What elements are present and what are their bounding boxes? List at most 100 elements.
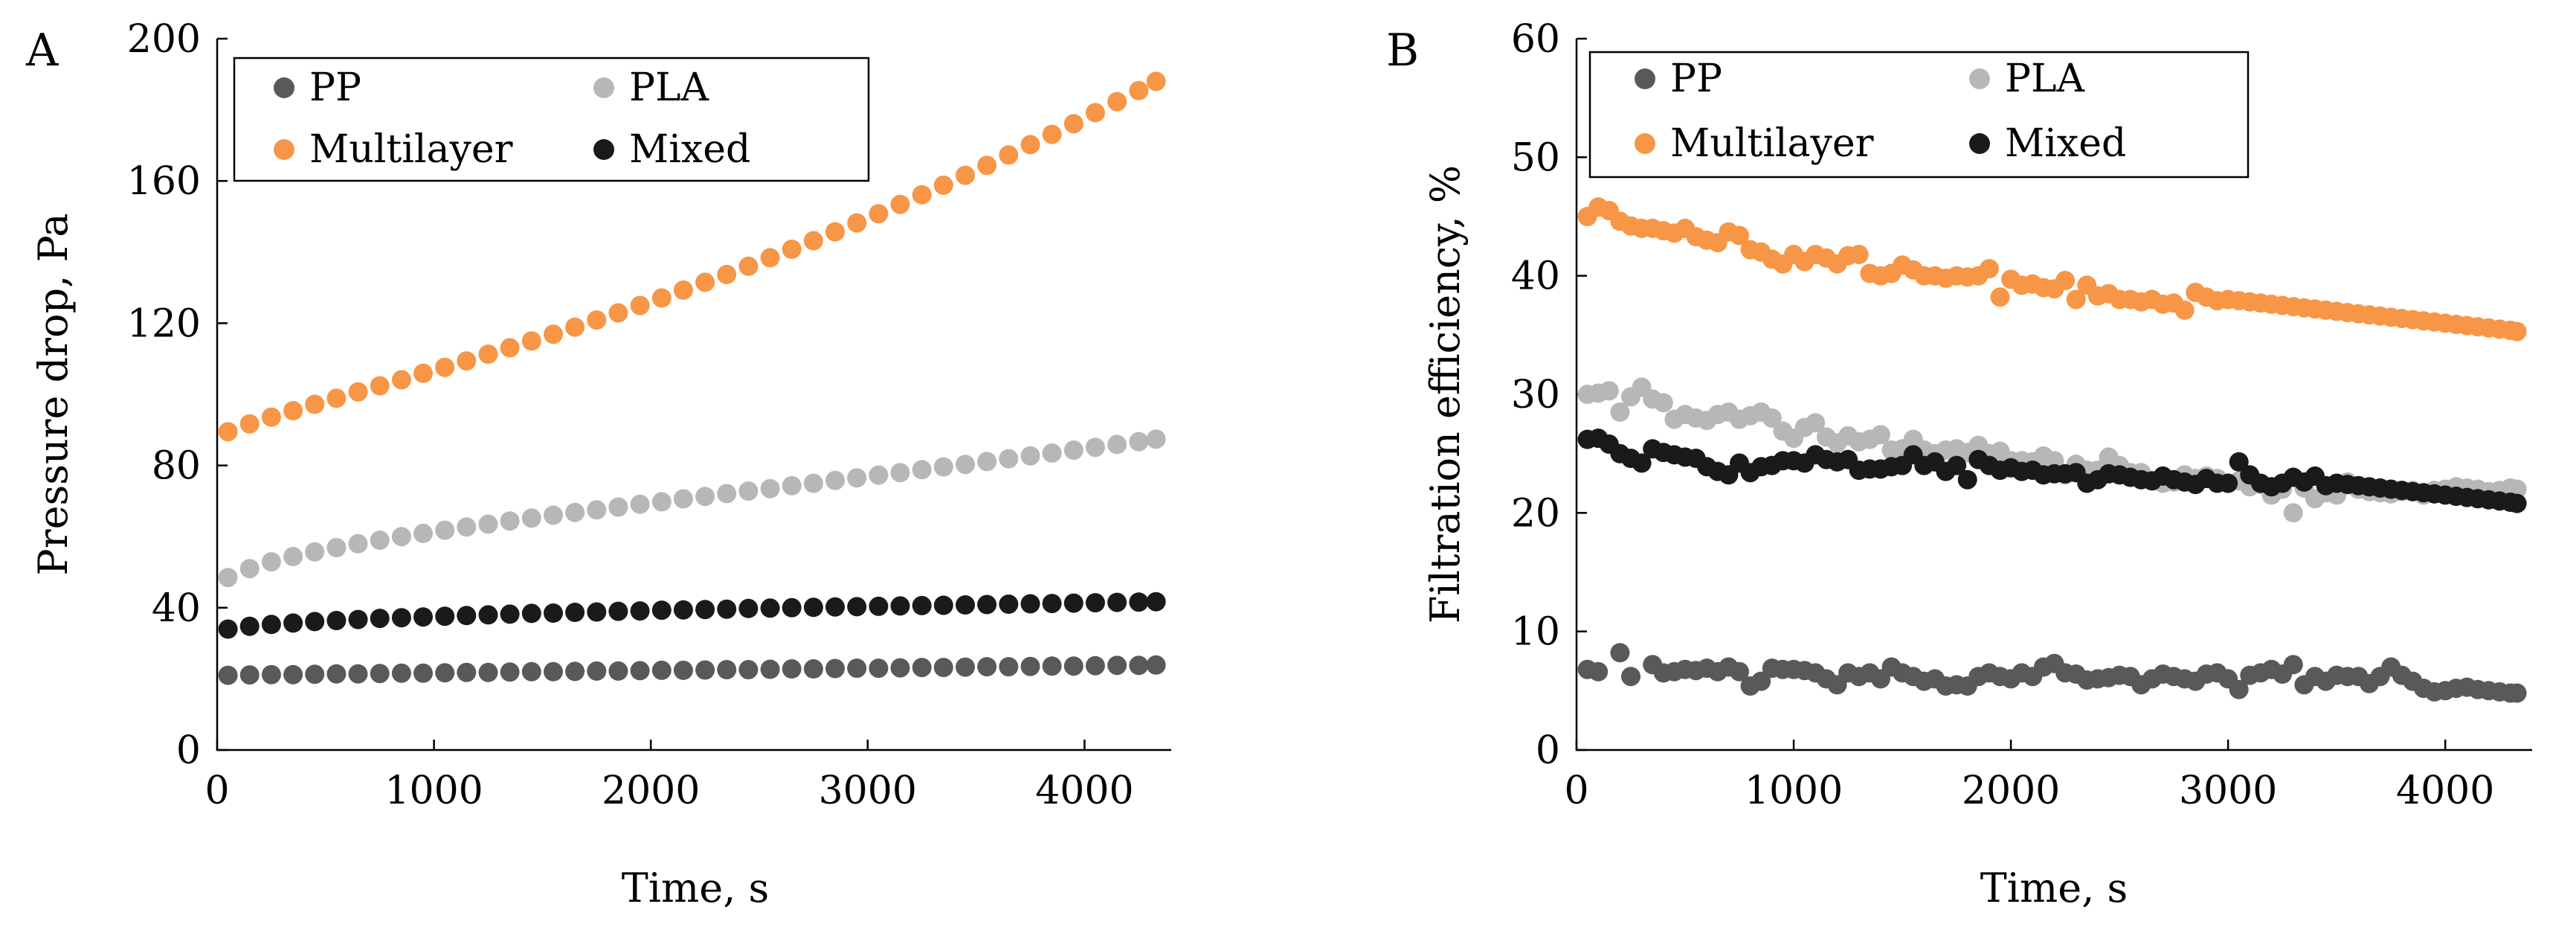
- x-axis-title-a: Time, s: [622, 865, 770, 911]
- y-tick-label-a-4: 160: [127, 159, 201, 204]
- point-a-pp-20: [651, 660, 672, 680]
- point-b-multilayer-14: [1730, 225, 1749, 246]
- point-a-multilayer-5: [326, 388, 347, 408]
- point-a-pp-11: [457, 662, 477, 682]
- legend-marker-b-multilayer: [1635, 133, 1655, 154]
- point-a-mixed-15: [544, 603, 563, 623]
- y-tick-label-a-3: 120: [127, 301, 201, 346]
- point-a-mixed-33: [933, 595, 953, 615]
- x-tick-label-b-4: 4000: [2396, 769, 2494, 813]
- y-tick-label-b-0: 0: [1536, 728, 1560, 773]
- point-a-multilayer-13: [500, 338, 520, 358]
- point-a-pla-29: [847, 468, 867, 488]
- point-a-pla-22: [695, 487, 715, 507]
- legend-label-b-pp: PP: [1670, 57, 1722, 101]
- point-a-mixed-32: [912, 595, 932, 615]
- point-a-pp-30: [869, 658, 889, 679]
- point-a-pla-8: [391, 527, 411, 547]
- legend-marker-b-pp: [1635, 68, 1655, 89]
- point-a-pla-30: [869, 465, 889, 485]
- point-a-pp-5: [326, 664, 347, 684]
- point-a-multilayer-1: [239, 414, 260, 434]
- point-a-multilayer-20: [651, 288, 672, 308]
- point-a-pp-35: [977, 657, 997, 677]
- x-tick-label-a-4: 4000: [1035, 769, 1133, 813]
- point-b-mixed-35: [1957, 469, 1977, 490]
- point-a-mixed-21: [673, 600, 693, 620]
- legend-marker-a-mixed: [593, 139, 614, 160]
- x-tick-labels-b: 0 1000 2000 3000 4000: [1564, 769, 2494, 813]
- point-b-mixed-5: [1632, 453, 1652, 473]
- point-a-pp-39: [1063, 656, 1083, 676]
- axes-b: [1575, 39, 2532, 751]
- legend-b: PP PLA Multilayer Mixed: [1588, 51, 2250, 179]
- point-a-pla-20: [651, 492, 672, 512]
- point-a-pp-42: [1129, 655, 1149, 676]
- x-tick-label-a-1: 1000: [384, 769, 483, 813]
- legend-label-b-mixed: Mixed: [2005, 121, 2126, 166]
- y-tick-label-b-4: 40: [1511, 254, 1560, 299]
- x-tick-label-a-3: 3000: [819, 769, 917, 813]
- point-a-multilayer-26: [782, 240, 802, 259]
- point-a-pp-10: [435, 663, 455, 683]
- point-a-mixed-28: [825, 597, 845, 617]
- point-b-mixed-60: [2229, 452, 2249, 472]
- x-tick-label-b-2: 2000: [1962, 769, 2060, 813]
- point-b-pp-3: [1621, 667, 1640, 687]
- y-tick-label-a-0: 0: [176, 728, 201, 773]
- point-a-pp-40: [1085, 655, 1105, 676]
- point-a-pp-37: [1020, 656, 1040, 676]
- point-a-pla-11: [457, 517, 477, 537]
- point-a-pla-32: [912, 460, 932, 480]
- point-a-multilayer-27: [803, 231, 823, 251]
- legend-label-a-multilayer: Multilayer: [309, 127, 513, 172]
- y-tick-label-b-1: 10: [1511, 610, 1560, 655]
- point-a-multilayer-24: [738, 256, 759, 276]
- x-tick-labels-a: 0 1000 2000 3000 4000: [205, 769, 1133, 813]
- point-a-pla-15: [544, 505, 563, 525]
- point-a-multilayer-0: [218, 422, 238, 442]
- point-a-multilayer-16: [565, 317, 585, 337]
- point-a-pp-41: [1107, 655, 1127, 676]
- point-a-pla-24: [738, 481, 759, 501]
- panel-label-b: B: [1386, 25, 1419, 77]
- point-a-pp-25: [760, 659, 780, 679]
- point-a-multilayer-30: [869, 204, 889, 224]
- point-a-pla-7: [370, 530, 390, 550]
- point-a-multilayer-17: [587, 310, 607, 330]
- point-b-mixed-59: [2218, 473, 2238, 493]
- point-b-multilayer-86: [2507, 321, 2527, 342]
- point-a-pla-0: [218, 568, 238, 588]
- point-b-multilayer-37: [1979, 259, 1999, 279]
- point-a-pp-18: [608, 661, 628, 681]
- panel-label-a: A: [25, 25, 59, 77]
- legend-marker-b-mixed: [1969, 133, 1990, 154]
- point-a-pla-10: [435, 520, 455, 540]
- point-a-pp-9: [413, 663, 433, 683]
- point-a-mixed-27: [803, 597, 823, 618]
- x-tick-label-b-1: 1000: [1745, 769, 1843, 813]
- point-a-mixed-18: [608, 601, 628, 621]
- point-a-mixed-31: [890, 596, 910, 616]
- x-tick-label-b-3: 3000: [2179, 769, 2277, 813]
- point-a-pp-23: [717, 660, 737, 679]
- y-tick-label-b-6: 60: [1511, 17, 1560, 62]
- point-a-pla-42: [1129, 432, 1149, 452]
- point-a-pp-6: [348, 664, 368, 684]
- point-a-pp-2: [261, 664, 281, 685]
- point-b-mixed-34: [1947, 455, 1967, 475]
- point-a-pp-13: [500, 662, 520, 682]
- point-a-mixed-17: [587, 602, 607, 622]
- x-tick-label-a-2: 2000: [602, 769, 700, 813]
- point-b-multilayer-25: [1849, 245, 1869, 264]
- point-a-mixed-20: [651, 600, 672, 621]
- point-a-multilayer-28: [825, 222, 845, 242]
- point-a-multilayer-6: [348, 382, 368, 402]
- point-a-mixed-11: [457, 606, 477, 626]
- point-a-pla-39: [1063, 440, 1083, 460]
- point-a-multilayer-31: [890, 194, 910, 214]
- point-a-mixed-29: [847, 597, 867, 617]
- point-a-multilayer-37: [1020, 135, 1040, 155]
- point-a-mixed-24: [738, 598, 759, 618]
- point-b-pp-14: [1751, 671, 1771, 691]
